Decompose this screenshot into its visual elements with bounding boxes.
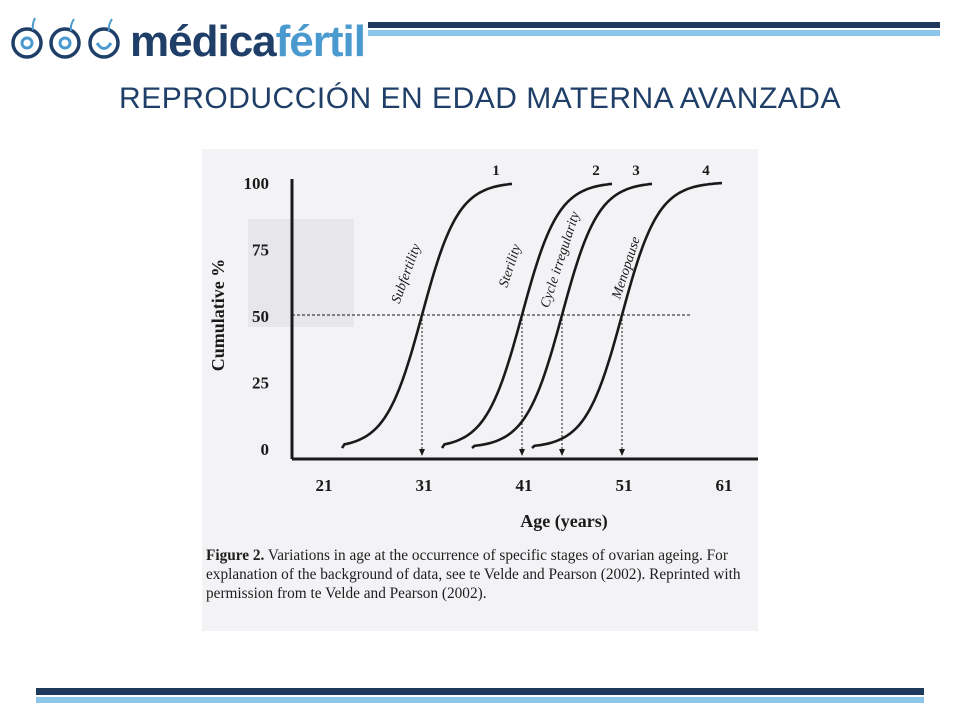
median-arrow — [559, 449, 565, 456]
y-tick-label: 25 — [252, 374, 269, 393]
series-name-label: Cycle irregularity — [538, 209, 583, 310]
header-bar-dark — [368, 22, 940, 28]
series-number-label: 3 — [632, 163, 640, 179]
x-axis-label: Age (years) — [520, 511, 607, 532]
brand-logo: médicafértil — [8, 10, 366, 70]
logo-text-main: médica — [130, 17, 277, 66]
x-tick-label: 51 — [616, 476, 633, 495]
median-arrow — [619, 449, 625, 456]
y-tick-label: 50 — [252, 307, 269, 326]
footer-bar-light — [36, 697, 924, 703]
median-arrow — [419, 449, 425, 456]
header-bar-light — [368, 30, 940, 36]
median-arrow — [519, 449, 525, 456]
y-tick-label: 0 — [261, 440, 270, 459]
slide-title: REPRODUCCIÓN EN EDAD MATERNA AVANZADA — [119, 82, 841, 115]
scan-shading — [248, 219, 354, 327]
figure-panel: 0 25 50 75 100 21 31 41 51 61 Age (years) Cumulativ… — [202, 149, 758, 631]
x-tick-label: 21 — [316, 476, 333, 495]
footer-bar-dark — [36, 688, 924, 695]
logo-circles-icon — [11, 17, 120, 59]
caption-text: Variations in age at the occurrence of s… — [206, 547, 741, 602]
caption-label: Figure 2. — [206, 547, 265, 564]
series-name-label: Subfertility — [389, 241, 425, 305]
series-curve — [440, 182, 613, 449]
y-axis-label: Cumulative % — [208, 259, 228, 372]
y-tick-label: 100 — [244, 174, 270, 193]
series-number-label: 4 — [702, 163, 710, 179]
series-number-label: 1 — [492, 163, 500, 179]
series-name-label: Menopause — [609, 235, 644, 302]
logo-text-accent: fértil — [275, 17, 366, 66]
logo-wordmark: médicafértil — [130, 17, 366, 66]
series-number-label: 2 — [592, 163, 600, 179]
y-tick-label: 75 — [252, 241, 269, 260]
series-name-label: Sterility — [497, 242, 525, 290]
x-tick-label: 31 — [416, 476, 433, 495]
series-curve — [340, 182, 513, 449]
x-tick-label: 41 — [516, 476, 533, 495]
figure-caption: Figure 2. Variations in age at the occur… — [206, 546, 754, 603]
x-tick-label: 61 — [716, 476, 733, 495]
series-curve — [531, 181, 723, 449]
